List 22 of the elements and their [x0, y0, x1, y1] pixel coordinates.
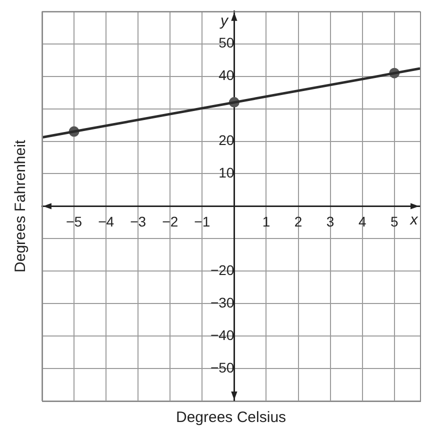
y-tick-label: 50	[218, 34, 234, 51]
x-tick-label: 5	[390, 213, 398, 230]
x-tick-label: −4	[98, 213, 114, 230]
y-tick-label: 40	[218, 67, 234, 84]
y-tick-label: −50	[210, 359, 234, 376]
x-tick-label: 1	[262, 213, 270, 230]
y-tick-label: −40	[210, 326, 234, 343]
x-tick-label: −2	[162, 213, 178, 230]
y-tick-label: −30	[210, 294, 234, 310]
annotation: x	[409, 211, 418, 228]
x-tick-label: −3	[130, 213, 146, 230]
x-tick-label: 4	[358, 213, 366, 230]
x-axis-title: Degrees Celsius	[176, 409, 286, 426]
annotation: y	[219, 12, 230, 30]
x-tick-label: 2	[294, 213, 302, 230]
y-tick-label: −20	[210, 262, 234, 278]
x-tick-label: 3	[326, 213, 334, 230]
y-axis-title: Degrees Fahrenheit	[12, 139, 30, 272]
y-tick-label: 10	[218, 164, 234, 181]
x-tick-label: −1	[194, 213, 210, 230]
x-tick-label: −5	[66, 213, 82, 230]
y-tick-label: 20	[218, 132, 234, 148]
